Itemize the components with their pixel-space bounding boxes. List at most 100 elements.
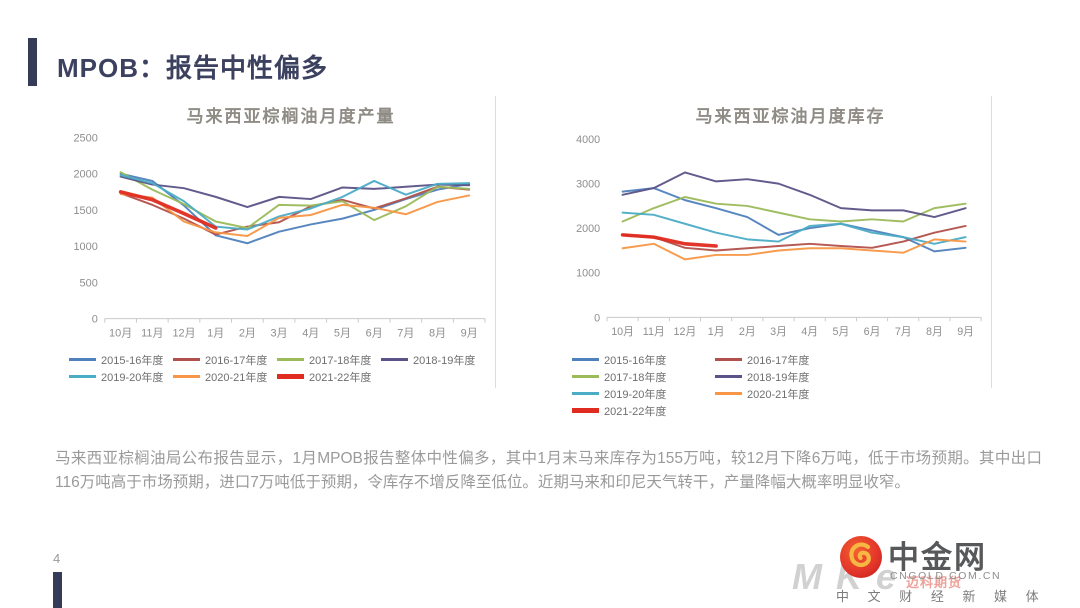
brand-domain: CNGOLD.COM.CN — [890, 570, 1002, 582]
legend-swatch — [572, 358, 599, 361]
x-axis-tick-label: 2月 — [239, 328, 256, 340]
legend-item: 2017-18年度 — [277, 351, 381, 368]
series-line-2019-20年度 — [621, 211, 967, 245]
x-axis-tick-label: 7月 — [397, 328, 414, 340]
legend-swatch — [277, 374, 304, 379]
production-chart-legend: 2015-16年度 2016-17年度 2017-18年度 2018-19年度 2019… — [55, 351, 493, 385]
cngold-logo: MKe 迈科期货 中金网 CNGOLD.COM.CN 中 文 财 经 新 媒 体 — [792, 534, 1047, 604]
legend-label: 2015-16年度 — [101, 354, 164, 367]
line-chart-svg: 0 500 1000 1500 2000 2500 10月 11月 12月 1月 2月 3月 4月 5月 6… — [73, 132, 486, 340]
x-axis-tick-label: 7月 — [895, 326, 912, 338]
series-line-2017-18年度 — [621, 196, 967, 223]
legend-swatch — [69, 375, 96, 378]
legend-label: 2019-20年度 — [101, 371, 164, 384]
legend-label: 2016-17年度 — [747, 354, 810, 367]
y-axis-tick-label: 2000 — [576, 223, 600, 235]
logo-row: 中金网 — [838, 534, 987, 580]
x-axis-tick-label: 10月 — [611, 326, 634, 338]
series-line-2018-19年度 — [119, 175, 471, 209]
x-axis-tick-label: 9月 — [957, 326, 974, 338]
x-axis-tick-label: 10月 — [109, 328, 132, 340]
x-axis-tick-label: 5月 — [832, 326, 849, 338]
legend-label: 2021-22年度 — [309, 371, 372, 384]
y-axis-tick-label: 1500 — [73, 205, 97, 217]
legend-label: 2019-20年度 — [604, 388, 667, 401]
inventory-line-chart: 0 1000 2000 3000 4000 10月 11月 12月 1月 2月 3月 4月 5月 6月 7月… — [558, 129, 989, 347]
x-axis-tick-label: 1月 — [708, 326, 725, 338]
legend-swatch — [173, 375, 200, 378]
y-axis-tick-label: 500 — [80, 277, 98, 289]
watermark-text-red: 迈科期货 — [906, 575, 963, 590]
x-axis-tick-label: 1月 — [207, 328, 224, 340]
legend-label: 2021-22年度 — [604, 405, 667, 418]
brand-name: 中金网 — [888, 539, 987, 575]
x-axis-tick-label: 12月 — [674, 326, 697, 338]
legend-swatch — [572, 408, 599, 413]
x-axis-tick-label: 6月 — [366, 328, 383, 340]
legend-label: 2018-19年度 — [413, 354, 476, 367]
x-axis-tick-label: 11月 — [643, 326, 665, 338]
footer-accent-bar — [53, 572, 62, 608]
page-number: 4 — [53, 551, 61, 566]
legend-label: 2018-19年度 — [747, 371, 810, 384]
legend-item: 2017-18年度 — [572, 368, 715, 385]
x-axis-tick-label: 9月 — [461, 328, 478, 340]
series-line-2020-21年度 — [621, 238, 967, 261]
series-line-2019-20年度 — [119, 174, 471, 231]
legend-item: 2020-21年度 — [715, 385, 858, 402]
legend-item: 2016-17年度 — [173, 351, 277, 368]
legend-swatch — [715, 392, 742, 395]
legend-label: 2016-17年度 — [205, 354, 268, 367]
legend-item: 2019-20年度 — [572, 385, 715, 402]
line-chart-svg: 0 1000 2000 3000 4000 10月 11月 12月 1月 2月 3月 4月 5月 6月 7月… — [576, 134, 982, 338]
y-axis-tick-label: 4000 — [576, 134, 600, 146]
legend-item: 2019-20年度 — [69, 368, 173, 385]
x-axis-tick-label: 11月 — [141, 328, 163, 340]
inventory-chart-panel: 马来西亚棕油月度库存 0 1000 2000 3000 4000 10月 11月 12月 1月 2… — [558, 96, 992, 418]
brand-tagline: 中 文 财 经 新 媒 体 — [836, 589, 1047, 604]
legend-swatch — [277, 358, 304, 361]
legend-swatch — [381, 358, 408, 361]
legend-item: 2021-22年度 — [277, 368, 381, 385]
title-accent-bar — [28, 38, 37, 86]
series-line-2016-17年度 — [621, 224, 967, 252]
series-line-2018-19年度 — [621, 171, 967, 219]
chart-title-inventory: 马来西亚棕油月度库存 — [695, 107, 886, 126]
y-axis-tick-label: 2000 — [73, 169, 97, 181]
x-axis-tick-label: 4月 — [302, 328, 319, 340]
series-line-2017-18年度 — [119, 171, 471, 230]
legend-swatch — [572, 375, 599, 378]
legend-item: 2018-19年度 — [381, 351, 485, 368]
legend-swatch — [715, 358, 742, 361]
x-axis-tick-label: 3月 — [271, 328, 288, 340]
charts-row: 马来西亚棕榈油月度产量 0 500 1000 1500 2000 2500 10月 11月 12… — [55, 96, 1010, 418]
analysis-paragraph: 马来西亚棕榈油局公布报告显示，1月MPOB报告整体中性偏多，其中1月末马来库存为… — [55, 450, 1042, 492]
x-axis-tick-label: 8月 — [429, 328, 446, 340]
legend-item: 2016-17年度 — [715, 351, 858, 368]
chart-title-production: 马来西亚棕榈油月度产量 — [186, 107, 396, 126]
x-axis-tick-label: 2月 — [739, 326, 756, 338]
x-axis-tick-label: 12月 — [172, 328, 195, 340]
legend-label: 2020-21年度 — [205, 371, 268, 384]
production-chart-panel: 马来西亚棕榈油月度产量 0 500 1000 1500 2000 2500 10月 11月 12… — [55, 96, 496, 388]
legend-item: 2015-16年度 — [572, 351, 715, 368]
series-line-2021-22年度 — [118, 190, 218, 230]
legend-item: 2015-16年度 — [69, 351, 173, 368]
x-axis-tick-label: 4月 — [801, 326, 818, 338]
x-axis-tick-label: 3月 — [770, 326, 787, 338]
production-line-chart: 0 500 1000 1500 2000 2500 10月 11月 12月 1月 2月 3月 4月 5月 6… — [55, 129, 493, 347]
series-line-2020-21年度 — [119, 192, 471, 238]
legend-item: 2020-21年度 — [173, 368, 277, 385]
x-axis-tick-label: 6月 — [864, 326, 881, 338]
y-axis-tick-label: 3000 — [576, 179, 600, 191]
legend-swatch — [572, 392, 599, 395]
page-title: MPOB：报告中性偏多 — [57, 53, 329, 83]
x-axis-tick-label: 8月 — [926, 326, 943, 338]
x-axis-tick-label: 5月 — [334, 328, 351, 340]
y-axis-tick-label: 2500 — [73, 132, 97, 144]
y-axis-tick-label: 1000 — [73, 241, 97, 253]
y-axis-tick-label: 1000 — [576, 268, 600, 280]
inventory-chart-legend: 2015-16年度 2016-17年度 2017-18年度 2018-19年度 2019… — [558, 351, 989, 419]
legend-item: 2018-19年度 — [715, 368, 858, 385]
